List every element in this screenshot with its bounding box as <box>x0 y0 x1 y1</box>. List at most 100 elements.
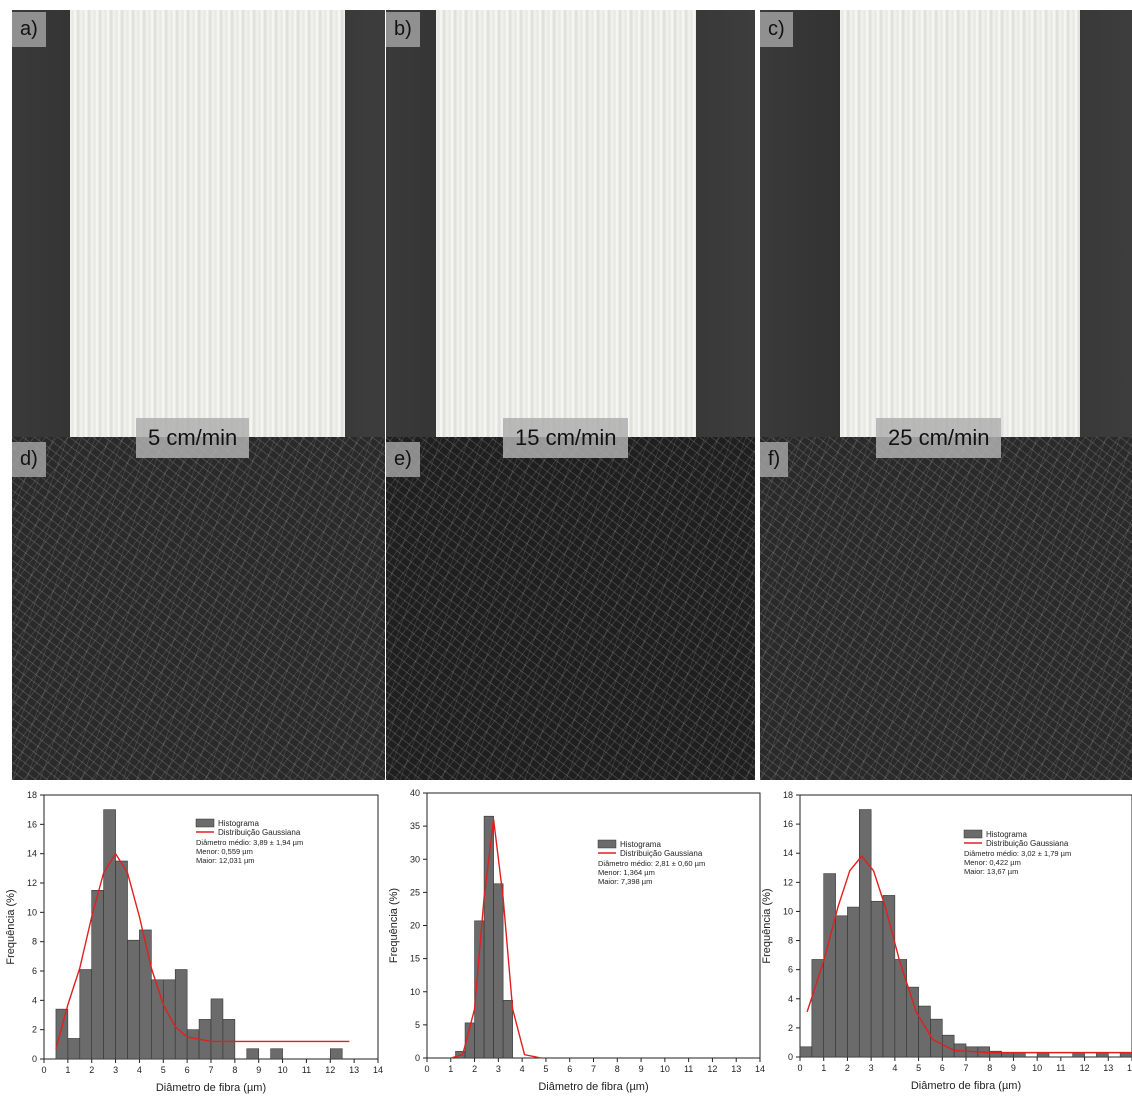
y-tick-label: 30 <box>410 854 420 864</box>
annotation: Diâmetro médio: 3,02 ± 1,79 µm <box>964 849 1071 858</box>
bar <box>223 1019 235 1059</box>
x-tick-label: 6 <box>185 1065 190 1075</box>
y-tick-label: 16 <box>783 819 793 829</box>
x-tick-label: 11 <box>684 1064 693 1074</box>
x-tick-label: 9 <box>639 1064 644 1074</box>
legend-swatch <box>196 819 214 827</box>
charts: 01234567891011121314024681012141618Diâme… <box>0 0 1132 1101</box>
bar <box>128 940 140 1059</box>
bar <box>847 907 859 1057</box>
bar <box>871 901 883 1057</box>
bar <box>895 959 907 1057</box>
x-tick-label: 4 <box>137 1065 142 1075</box>
x-tick-label: 4 <box>892 1063 897 1073</box>
bar <box>942 1035 954 1057</box>
x-tick-label: 5 <box>161 1065 166 1075</box>
bar <box>175 970 187 1059</box>
bar <box>80 970 92 1059</box>
x-tick-label: 12 <box>325 1065 335 1075</box>
bar <box>187 1030 199 1059</box>
x-tick-label: 13 <box>731 1064 741 1074</box>
y-tick-label: 10 <box>410 987 420 997</box>
x-tick-label: 1 <box>448 1064 453 1074</box>
y-tick-label: 0 <box>32 1054 37 1064</box>
bar <box>503 1000 513 1058</box>
y-tick-label: 40 <box>410 788 420 798</box>
bar <box>151 980 163 1059</box>
x-tick-label: 6 <box>567 1064 572 1074</box>
x-tick-label: 7 <box>591 1064 596 1074</box>
x-tick-label: 10 <box>1032 1063 1042 1073</box>
annotation: Menor: 0,422 µm <box>964 858 1021 867</box>
y-tick-label: 14 <box>27 849 37 859</box>
y-axis-title: Frequência (%) <box>5 889 17 964</box>
y-tick-label: 12 <box>27 878 37 888</box>
bar <box>56 1009 68 1059</box>
x-tick-label: 11 <box>302 1065 311 1075</box>
legend-label: Histograma <box>620 840 661 849</box>
legend-label: Distribuição Gaussiana <box>218 828 301 837</box>
bar <box>247 1049 259 1059</box>
bar <box>92 890 104 1059</box>
y-tick-label: 25 <box>410 887 420 897</box>
y-tick-label: 2 <box>788 1023 793 1033</box>
y-axis-title: Frequência (%) <box>761 888 773 963</box>
bar <box>68 1038 80 1059</box>
x-tick-label: 3 <box>869 1063 874 1073</box>
annotation: Menor: 1,364 µm <box>598 868 655 877</box>
x-tick-label: 9 <box>1011 1063 1016 1073</box>
x-tick-label: 5 <box>916 1063 921 1073</box>
x-axis-title: Diâmetro de fibra (µm) <box>911 1080 1021 1092</box>
annotation: Maior: 13,67 µm <box>964 867 1018 876</box>
y-tick-label: 14 <box>783 848 793 858</box>
x-axis-title: Diâmetro de fibra (µm) <box>538 1081 648 1093</box>
x-tick-label: 4 <box>520 1064 525 1074</box>
x-tick-label: 0 <box>797 1063 802 1073</box>
bar <box>163 980 175 1059</box>
y-tick-label: 10 <box>27 907 37 917</box>
x-tick-label: 10 <box>660 1064 670 1074</box>
y-tick-label: 18 <box>783 790 793 800</box>
y-tick-label: 5 <box>415 1020 420 1030</box>
x-tick-label: 8 <box>615 1064 620 1074</box>
legend-swatch <box>964 830 982 838</box>
y-tick-label: 6 <box>32 966 37 976</box>
x-tick-label: 6 <box>940 1063 945 1073</box>
annotation: Menor: 0,559 µm <box>196 847 253 856</box>
x-tick-label: 14 <box>1127 1063 1132 1073</box>
x-tick-label: 1 <box>65 1065 70 1075</box>
y-tick-label: 8 <box>32 937 37 947</box>
x-tick-label: 1 <box>821 1063 826 1073</box>
y-tick-label: 10 <box>783 906 793 916</box>
y-tick-label: 35 <box>410 821 420 831</box>
page: a) b) c) d) e) f) 5 cm/min 15 cm/min 25 … <box>0 0 1132 1101</box>
bar <box>330 1049 342 1059</box>
x-axis-title: Diâmetro de fibra (µm) <box>156 1082 266 1094</box>
bar <box>907 987 919 1057</box>
x-tick-label: 2 <box>845 1063 850 1073</box>
y-tick-label: 0 <box>788 1052 793 1062</box>
y-tick-label: 4 <box>32 995 37 1005</box>
legend-label: Distribuição Gaussiana <box>620 849 703 858</box>
x-tick-label: 7 <box>208 1065 213 1075</box>
x-tick-label: 12 <box>1080 1063 1090 1073</box>
y-axis-title: Frequência (%) <box>388 888 400 963</box>
bar <box>494 884 504 1058</box>
bar <box>104 810 116 1059</box>
x-tick-label: 14 <box>373 1065 383 1075</box>
x-tick-label: 9 <box>256 1065 261 1075</box>
x-tick-label: 8 <box>232 1065 237 1075</box>
x-tick-label: 7 <box>963 1063 968 1073</box>
x-tick-label: 2 <box>472 1064 477 1074</box>
bar <box>139 930 151 1059</box>
legend-label: Histograma <box>218 819 259 828</box>
x-tick-label: 10 <box>278 1065 288 1075</box>
annotation: Diâmetro médio: 2,81 ± 0,60 µm <box>598 859 705 868</box>
x-tick-label: 12 <box>707 1064 717 1074</box>
legend-label: Histograma <box>986 830 1027 839</box>
bar <box>836 916 848 1057</box>
x-tick-label: 11 <box>1056 1063 1065 1073</box>
x-tick-label: 13 <box>1103 1063 1113 1073</box>
y-tick-label: 12 <box>783 877 793 887</box>
x-tick-label: 0 <box>424 1064 429 1074</box>
